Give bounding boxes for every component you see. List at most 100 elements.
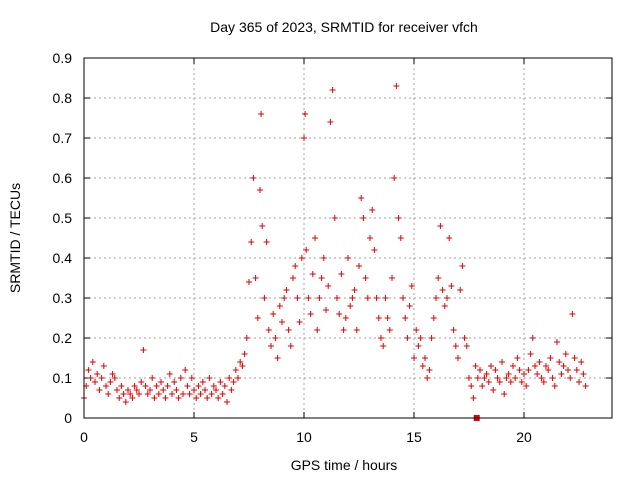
data-point xyxy=(96,387,103,393)
data-point xyxy=(540,379,547,385)
data-point xyxy=(162,395,169,401)
y-tick-label: 0.6 xyxy=(53,170,73,186)
data-point xyxy=(309,271,316,277)
data-point xyxy=(213,387,219,393)
data-point xyxy=(554,339,560,345)
data-point xyxy=(105,391,112,397)
data-point xyxy=(307,311,314,317)
data-point xyxy=(369,207,376,213)
data-point xyxy=(512,375,519,381)
data-point xyxy=(166,371,173,377)
data-point xyxy=(298,255,305,261)
data-point xyxy=(514,355,521,361)
data-point xyxy=(276,303,283,309)
data-point xyxy=(305,295,312,301)
data-point xyxy=(424,375,431,381)
data-point xyxy=(347,303,354,309)
data-point xyxy=(452,343,459,349)
data-point xyxy=(258,111,265,117)
data-point xyxy=(439,287,446,293)
data-point xyxy=(151,395,158,401)
data-point xyxy=(488,363,494,369)
data-point xyxy=(437,223,444,229)
data-point xyxy=(461,335,468,341)
data-point xyxy=(499,359,505,365)
data-point xyxy=(503,375,510,381)
x-tick-label: 20 xyxy=(516,429,532,445)
data-point xyxy=(177,375,184,381)
data-point xyxy=(371,247,378,253)
data-point xyxy=(569,311,576,317)
data-point xyxy=(364,295,371,301)
data-point xyxy=(160,387,167,393)
data-point xyxy=(175,395,182,401)
x-axis-label: GPS time / hours xyxy=(291,457,398,473)
data-point xyxy=(111,375,118,381)
y-tick-label: 0.3 xyxy=(53,290,73,306)
data-point xyxy=(422,355,428,361)
data-point xyxy=(450,327,457,333)
grid-lines xyxy=(84,58,612,418)
y-tick-label: 0.4 xyxy=(53,250,73,266)
data-point xyxy=(263,239,270,245)
data-point xyxy=(521,371,527,377)
data-point xyxy=(270,311,277,317)
data-point xyxy=(323,307,329,313)
data-point xyxy=(303,247,310,253)
data-point xyxy=(268,343,274,349)
data-point xyxy=(556,359,563,365)
data-point xyxy=(120,391,127,397)
y-tick-label: 0.7 xyxy=(53,130,73,146)
data-point xyxy=(142,383,149,389)
data-point xyxy=(470,395,477,401)
data-point xyxy=(543,363,549,369)
data-point xyxy=(516,367,523,373)
data-point xyxy=(342,315,349,321)
data-point xyxy=(254,315,261,321)
y-tick-label: 0.9 xyxy=(53,50,73,66)
data-point xyxy=(463,343,470,349)
x-tick-label: 10 xyxy=(296,429,312,445)
data-point xyxy=(490,387,497,393)
data-point xyxy=(149,375,156,381)
data-point xyxy=(85,367,92,373)
y-tick-label: 0.8 xyxy=(53,90,73,106)
data-point xyxy=(448,283,455,289)
data-point xyxy=(397,235,404,241)
data-point xyxy=(221,383,228,389)
data-point xyxy=(210,383,217,389)
data-point xyxy=(302,111,309,117)
data-point xyxy=(430,315,437,321)
data-point xyxy=(558,371,565,377)
data-point xyxy=(419,363,426,369)
data-point xyxy=(208,391,215,397)
data-point xyxy=(127,391,134,397)
axis-ticks: 0 0.1 0.2 0.3 0.4 0.5 0.6 0.7 0.8 0.9 0 5 10 15 20 xyxy=(53,50,612,445)
data-point xyxy=(527,351,534,357)
data-point xyxy=(428,335,435,341)
data-point xyxy=(494,375,501,381)
data-point xyxy=(283,287,290,293)
data-point xyxy=(501,391,508,397)
data-point xyxy=(228,387,235,393)
data-point xyxy=(455,355,461,361)
data-point xyxy=(199,379,206,385)
data-point xyxy=(193,395,200,401)
data-point xyxy=(100,363,107,369)
data-point xyxy=(393,83,400,89)
data-point xyxy=(481,375,488,381)
data-point xyxy=(360,215,367,221)
data-point xyxy=(250,175,257,181)
data-point xyxy=(565,367,571,373)
data-point xyxy=(195,383,202,389)
data-point xyxy=(547,355,554,361)
x-tick-label: 15 xyxy=(406,429,422,445)
data-point xyxy=(318,275,325,281)
data-point xyxy=(107,379,114,385)
data-point xyxy=(290,275,296,281)
data-point xyxy=(413,327,420,333)
data-point xyxy=(492,367,499,373)
data-point xyxy=(122,399,129,405)
data-point xyxy=(164,383,171,389)
data-point xyxy=(114,387,120,393)
